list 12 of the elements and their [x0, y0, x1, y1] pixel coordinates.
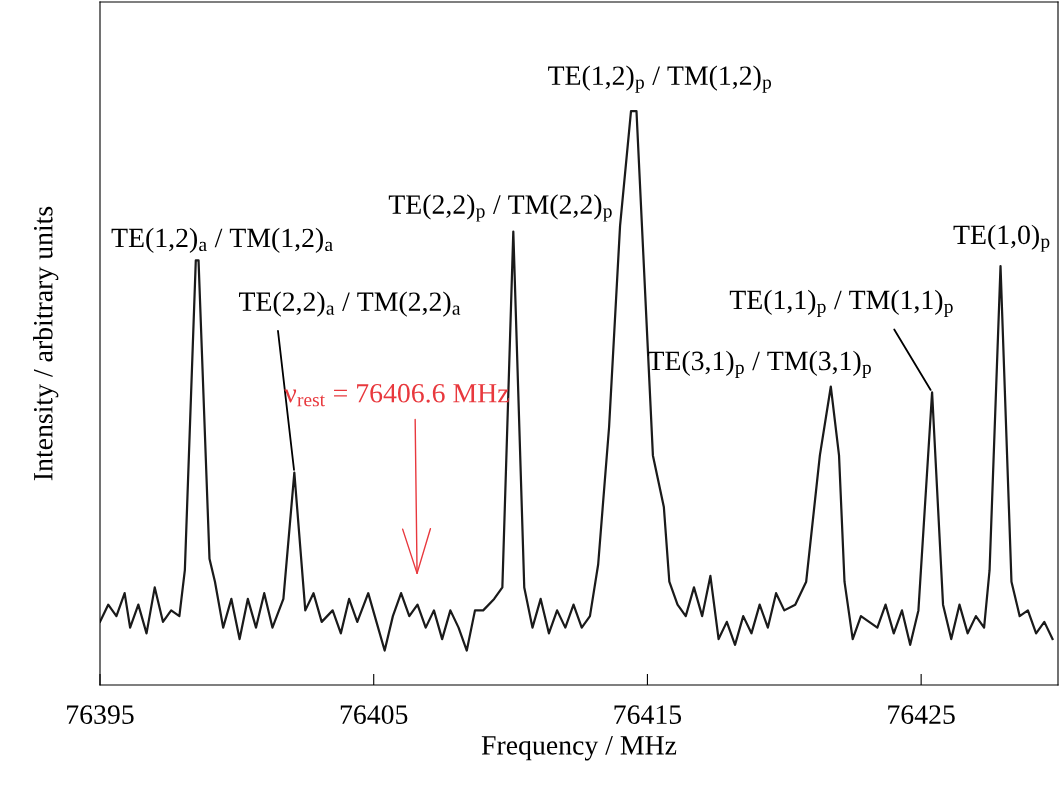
x-tick-label: 76405: [340, 705, 408, 724]
annotation: TE(1,2)$_{a}$ / TM(1,2)$_{a}$: [111, 227, 333, 253]
x-tick-label: 76425: [888, 705, 955, 724]
annotation: TE(1,1)$_{p}$ / TM(1,1)$_{p}$: [729, 289, 953, 318]
annotation: TE(1,2)$_{p}$ / TM(1,2)$_{p}$: [548, 65, 772, 93]
annotation: TE(2,2)$_{p}$ / TM(2,2)$_{p}$: [388, 194, 612, 222]
x-tick-label: 76395: [67, 705, 134, 724]
annotation: TE(2,2)$_{a}$ / TM(2,2)$_{a}$: [239, 291, 461, 317]
y-axis-title: Intensity / arbitrary units: [33, 206, 59, 481]
x-axis-title: Frequency / MHz: [481, 736, 677, 761]
annotation: TE(1,0)$_{p}$: [953, 224, 1050, 252]
x-tick-label: 76415: [614, 705, 682, 724]
